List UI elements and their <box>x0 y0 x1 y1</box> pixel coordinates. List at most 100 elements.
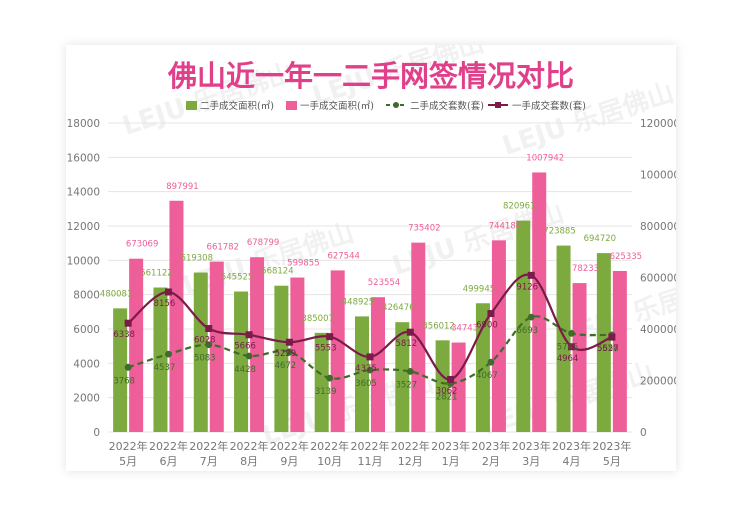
left-axis-tick: 10000 <box>67 255 100 267</box>
bar-second-hand-area <box>395 322 410 432</box>
bar-label-second-hand-area: 723885 <box>543 227 575 237</box>
bar-new-home-area <box>250 257 265 432</box>
left-axis-tick: 16000 <box>67 152 100 164</box>
legend-marker <box>495 102 501 108</box>
bar-second-hand-area <box>435 340 450 432</box>
point-new-home-units <box>568 343 576 351</box>
point-new-home-units <box>366 353 374 361</box>
right-axis-tick: 1000000 <box>640 170 676 182</box>
legend-label: 一手成交套数(套) <box>512 100 586 112</box>
legend-label: 二手成交套数(套) <box>410 100 484 112</box>
bar-label-new-home-area: 673069 <box>126 240 158 250</box>
bar-label-second-hand-area: 545525 <box>221 273 253 283</box>
bar-second-hand-area <box>596 253 611 432</box>
x-tick-year: 2022年 <box>230 439 269 453</box>
chart-card: LEJU 乐居佛山 LEJU 乐居佛山 LEJU 乐居佛山 LEJU 乐居佛山 LEJU… <box>66 45 676 471</box>
line-label-second-hand-units: 4537 <box>154 363 176 373</box>
bar-new-home-area <box>371 297 385 432</box>
line-label-second-hand-units: 6693 <box>516 326 538 336</box>
x-tick-month: 3月 <box>522 455 540 468</box>
bar-label-new-home-area: 897991 <box>166 182 198 192</box>
lines-layer <box>124 271 616 387</box>
x-tick-month: 12月 <box>398 455 423 468</box>
left-axis-tick: 2000 <box>73 393 100 405</box>
bar-label-second-hand-area: 820961 <box>503 202 535 212</box>
bar-label-second-hand-area: 356012 <box>422 321 454 331</box>
point-new-home-units <box>164 288 172 296</box>
bar-second-hand-area <box>113 308 128 432</box>
left-axis-tick: 14000 <box>67 187 100 199</box>
right-axis-tick: 600000 <box>640 273 676 285</box>
point-second-hand-units <box>527 313 535 321</box>
line-label-new-home-units: 3062 <box>436 386 458 396</box>
bar-second-hand-area <box>556 245 571 432</box>
bar-label-new-home-area: 78233 <box>572 264 599 274</box>
bar-label-new-home-area: 678799 <box>247 238 279 248</box>
bar-label-new-home-area: 599855 <box>287 259 319 269</box>
bar-second-hand-area <box>274 285 289 432</box>
line-label-new-home-units: 5666 <box>234 342 256 352</box>
line-label-new-home-units: 5527 <box>597 344 619 354</box>
line-label-new-home-units: 8156 <box>154 299 176 309</box>
x-tick-year: 2023年 <box>592 439 631 453</box>
x-tick-year: 2023年 <box>512 439 551 453</box>
x-tick-year: 2022年 <box>351 439 390 453</box>
line-label-second-hand-units: 3605 <box>355 379 377 389</box>
bar-label-new-home-area: 744184 <box>489 221 521 231</box>
x-tick-month: 2月 <box>482 455 500 468</box>
point-second-hand-units <box>205 341 213 349</box>
point-new-home-units <box>608 333 616 341</box>
point-new-home-units <box>406 328 414 336</box>
point-new-home-units <box>326 333 334 341</box>
point-new-home-units <box>124 319 132 327</box>
line-label-second-hand-units: 3768 <box>113 376 135 386</box>
x-tick-year: 2023年 <box>431 439 470 453</box>
x-tick-month: 10月 <box>317 455 342 468</box>
bar-label-new-home-area: 34743 <box>451 324 478 334</box>
x-tick-year: 2023年 <box>552 439 591 453</box>
bar-new-home-area <box>532 172 547 432</box>
point-new-home-units <box>245 331 253 339</box>
labels-layer: 480081 561122 619308 545525 568124 385007 4489… <box>100 153 642 402</box>
x-tick-year: 2023年 <box>471 439 510 453</box>
x-tick-year: 2022年 <box>189 439 228 453</box>
x-tick-year: 2022年 <box>149 439 188 453</box>
left-axis-tick: 6000 <box>73 324 100 336</box>
legend-swatch <box>286 101 297 110</box>
x-tick-month: 4月 <box>563 455 581 468</box>
chart-title: 佛山近一年一二手网签情况对比 <box>167 59 574 93</box>
legend-layer: 二手成交面积(㎡) 一手成交面积(㎡) 二手成交套数(套) 一手成交套数(套) <box>186 100 586 112</box>
bar-new-home-area <box>572 283 587 432</box>
bar-label-new-home-area: 627544 <box>327 251 359 261</box>
point-second-hand-units <box>124 363 132 371</box>
left-axis-tick: 4000 <box>73 358 100 370</box>
x-tick-year: 2022年 <box>109 439 148 453</box>
line-label-second-hand-units: 2821 <box>436 393 458 403</box>
x-tick-year: 2022年 <box>391 439 430 453</box>
x-tick-month: 1月 <box>442 455 460 468</box>
line-label-new-home-units: 6338 <box>113 330 135 340</box>
point-new-home-units <box>285 338 293 346</box>
right-axis-tick: 800000 <box>640 221 676 233</box>
point-new-home-units <box>487 310 495 318</box>
line-label-new-home-units: 5553 <box>315 344 337 354</box>
line-label-new-home-units: 9126 <box>516 282 538 292</box>
legend-label: 二手成交面积(㎡) <box>200 100 274 112</box>
bar-label-second-hand-area: 561122 <box>140 269 172 279</box>
point-second-hand-units <box>326 374 334 382</box>
x-tick-month: 5月 <box>119 455 137 468</box>
line-label-new-home-units: 6900 <box>476 321 498 331</box>
line-label-new-home-units: 4964 <box>557 354 579 364</box>
x-tick-year: 2022年 <box>310 439 349 453</box>
bar-new-home-area <box>491 240 506 432</box>
right-axis-tick: 200000 <box>640 376 676 388</box>
line-label-second-hand-units: 3139 <box>315 387 337 397</box>
line-label-second-hand-units: 5745 <box>557 342 579 352</box>
axis-layer: 0 2000 4000 6000 8000 10000 12000 14000 16000 180… <box>67 118 676 468</box>
line-label-new-home-units: 6028 <box>194 336 216 346</box>
bar-label-new-home-area: 1007942 <box>526 153 564 163</box>
bar-new-home-area <box>129 258 144 432</box>
x-tick-month: 11月 <box>358 455 383 468</box>
line-label-second-hand-units: 3527 <box>395 380 417 390</box>
